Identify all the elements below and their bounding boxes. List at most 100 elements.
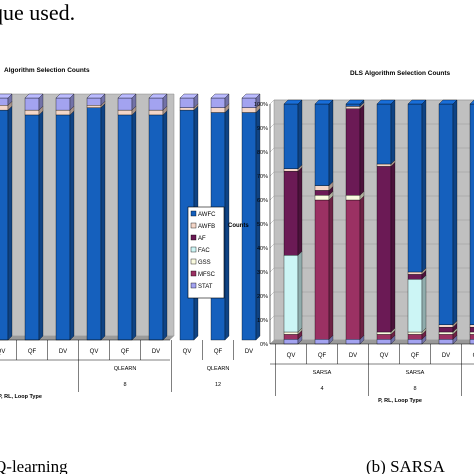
bar-segment-awfc (0, 109, 9, 341)
x-tick-label: QF (121, 349, 130, 355)
bar-top (376, 99, 396, 105)
y-tick-label: 0% (260, 342, 268, 348)
bar-segment-stat (24, 97, 40, 111)
bar-segment-af (314, 190, 330, 196)
bar-segment-stat (314, 339, 330, 345)
bar-side-fac (297, 250, 303, 333)
bar-segment-gss (469, 331, 474, 335)
bar-top (241, 93, 261, 99)
bar-segment-stat (117, 97, 133, 111)
bar-side-awfc (7, 105, 13, 341)
bar-side-awfc (297, 99, 303, 170)
bar-segment-mfsc (438, 334, 454, 340)
bar-side-af (297, 166, 303, 256)
bar-segment-gss (345, 195, 361, 201)
bar-segment-af (376, 166, 392, 333)
gridline-depth (269, 147, 275, 153)
y-tick-label: 90% (257, 126, 268, 132)
x-axis-title: P, RL, Loop Type (0, 394, 42, 400)
bar-segment-awfb (24, 109, 40, 116)
bar-stack (407, 99, 427, 345)
x-tick-label: QV (473, 353, 474, 359)
bar-segment-stat (407, 339, 423, 345)
bar-top (469, 99, 474, 105)
bar-side-awfc (452, 99, 458, 326)
bar-segment-awfc (55, 114, 71, 341)
x-tick-label: QF (28, 349, 37, 355)
bar-stack (241, 93, 261, 341)
legend-label: AWFC (198, 212, 216, 218)
bar-segment-gss (438, 331, 454, 335)
gridline-depth (269, 171, 275, 177)
x-tick-label: DV (442, 353, 450, 359)
bar-segment-mfsc (376, 334, 392, 340)
group-rl-label: SARSA (406, 370, 425, 376)
bar-segment-mfsc (469, 334, 474, 340)
bar-segment-awfc (148, 114, 164, 341)
bar-segment-fac (283, 255, 299, 333)
gridline-depth (269, 267, 275, 273)
y-tick-label: 10% (257, 318, 268, 324)
group-p-label: 8 (413, 386, 416, 392)
bar-stack (117, 93, 137, 341)
bar-segment-awfc (345, 103, 361, 107)
bar-segment-awfc (117, 114, 133, 341)
bar-stack (345, 99, 365, 345)
group-rl-label: QLEARN (207, 366, 230, 372)
legend-swatch-af (190, 234, 197, 241)
bar-segment-awfb (55, 109, 71, 116)
bar-stack (86, 93, 106, 341)
bar-top (283, 99, 303, 105)
x-tick-label: QV (183, 349, 192, 355)
bar-segment-af (345, 108, 361, 196)
bar-segment-fac (407, 279, 423, 333)
x-tick-label: QV (0, 349, 5, 355)
legend-label: FAC (198, 248, 210, 254)
bar-segment-gss (283, 331, 299, 335)
bar-segment-stat (0, 97, 9, 106)
chart-b-bars (283, 99, 474, 345)
y-tick-label: 80% (257, 150, 268, 156)
bar-segment-awfc (283, 103, 299, 169)
bar-segment-awfb (179, 107, 195, 111)
bar-segment-stat (148, 97, 164, 111)
legend-swatch-gss (190, 258, 197, 265)
bar-segment-awfb (438, 324, 454, 328)
group-rl-label: QLEARN (114, 366, 137, 372)
x-tick-label: QV (287, 353, 296, 359)
bar-top (210, 93, 230, 99)
bar-side-awfc (421, 99, 427, 273)
bar-top (345, 99, 365, 105)
legend-swatch-awfc (190, 210, 197, 217)
bar-stack (24, 93, 44, 341)
bar-stack (283, 99, 303, 345)
bar-stack (55, 93, 75, 341)
bar-side-awfc (131, 110, 137, 341)
bar-segment-awfb (0, 105, 9, 111)
bar-stack (314, 99, 334, 345)
chart-b-title: DLS Algorithm Selection Counts (350, 70, 451, 77)
bar-segment-awfb (86, 105, 102, 108)
bar-segment-awfc (86, 107, 102, 341)
x-tick-label: DV (245, 349, 253, 355)
bar-top (0, 93, 13, 99)
bar-segment-stat (179, 97, 195, 108)
x-tick-label: QF (411, 353, 420, 359)
bar-side-awfc (100, 103, 106, 341)
bar-segment-awfc (438, 103, 454, 325)
bar-segment-awfc (407, 103, 423, 273)
bar-stack (376, 99, 396, 345)
bar-segment-af (283, 171, 299, 256)
bar-segment-stat (86, 97, 102, 106)
bar-stack (469, 99, 474, 345)
bar-segment-af (407, 274, 423, 280)
bar-segment-awfb (469, 324, 474, 328)
y-tick-label: 100% (254, 102, 268, 108)
bar-segment-awfb (210, 107, 226, 113)
legend-label: MFSC (198, 272, 216, 278)
bar-segment-awfb (407, 271, 423, 275)
bar-side-mfsc (328, 195, 334, 340)
bar-segment-stat (55, 97, 71, 111)
group-rl-label: SARSA (313, 370, 332, 376)
